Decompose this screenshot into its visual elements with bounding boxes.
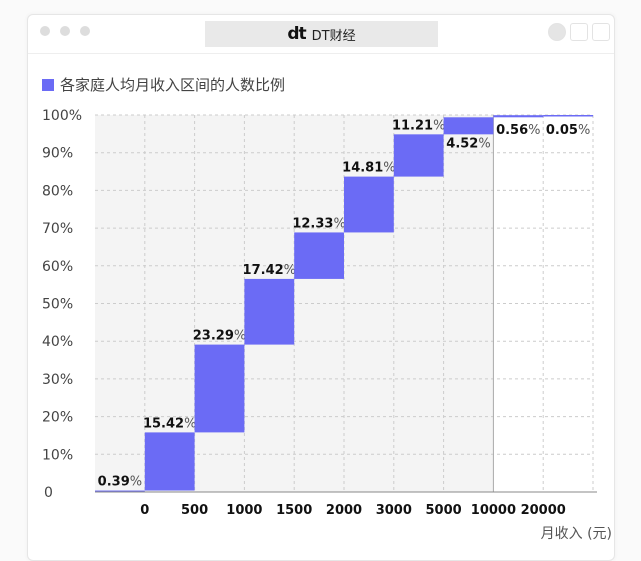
y-tick-label: 70% (42, 221, 73, 237)
bar (443, 117, 494, 135)
data-label: 14.81% (342, 161, 395, 176)
data-label-suffix: % (184, 416, 196, 431)
data-label-value: 17.42 (243, 263, 284, 278)
x-tick-label: 10000 (471, 503, 516, 518)
close-icon[interactable] (40, 26, 50, 36)
x-tick-label: 3000 (376, 503, 412, 518)
title-bar: dt DT财经 (28, 15, 614, 54)
menu-icon[interactable] (592, 23, 610, 41)
x-tick-label: 2000 (326, 503, 362, 518)
bar (194, 344, 245, 433)
window-title: DT财经 (311, 28, 356, 44)
data-label-suffix: % (528, 123, 540, 138)
bar (294, 232, 344, 279)
data-label: 23.29% (193, 329, 246, 344)
data-label: 11.21% (392, 118, 445, 133)
y-tick-label: 90% (42, 146, 73, 162)
bar (144, 432, 195, 491)
maximize-icon[interactable] (80, 26, 90, 36)
data-label: 0.39% (98, 475, 142, 490)
data-label-suffix: % (578, 123, 590, 138)
x-tick-label: 20000 (521, 503, 566, 518)
bar (393, 134, 444, 177)
data-label-suffix: % (284, 263, 296, 278)
x-axis-title: 月收入 (元) (541, 526, 612, 542)
data-label-value: 12.33 (292, 216, 333, 231)
data-label: 15.42% (143, 416, 196, 431)
bar (493, 115, 544, 118)
data-label-suffix: % (478, 136, 490, 151)
record-icon[interactable] (548, 23, 566, 41)
bar (95, 490, 145, 493)
y-tick-label: 20% (42, 410, 73, 426)
bar (244, 278, 295, 345)
legend-label: 各家庭人均月收入区间的人数比例 (60, 76, 286, 94)
data-label-value: 15.42 (143, 416, 184, 431)
window-tab[interactable]: dt DT财经 (205, 21, 438, 47)
y-tick-label: 40% (42, 334, 73, 350)
data-label: 0.05% (546, 123, 590, 138)
legend-swatch (42, 78, 54, 91)
data-label-value: 23.29 (193, 329, 234, 344)
x-tick-label: 1000 (226, 503, 262, 518)
y-tick-label: 0 (44, 485, 53, 501)
data-label: 17.42% (243, 263, 296, 278)
y-tick-label: 60% (42, 259, 73, 275)
data-label: 12.33% (292, 216, 345, 231)
y-tick-label: 30% (42, 372, 73, 388)
x-tick-label: 1500 (276, 503, 312, 518)
data-label-suffix: % (234, 329, 246, 344)
x-tick-label: 500 (181, 503, 208, 518)
bar (344, 176, 394, 233)
minimize-icon[interactable] (60, 26, 70, 36)
data-label-suffix: % (333, 216, 345, 231)
dt-logo: dt (287, 24, 306, 44)
data-label-value: 4.52 (446, 136, 478, 151)
y-tick-label: 50% (42, 297, 73, 313)
bar (543, 115, 593, 117)
x-tick-label: 5000 (426, 503, 462, 518)
y-tick-label: 100% (42, 108, 82, 124)
data-label: 4.52% (446, 136, 490, 151)
data-label-suffix: % (130, 475, 142, 490)
data-label-value: 14.81 (342, 161, 383, 176)
x-tick-label: 0 (140, 503, 149, 518)
data-label-value: 0.56 (496, 123, 528, 138)
data-label-suffix: % (383, 161, 395, 176)
legend: 各家庭人均月收入区间的人数比例 (42, 74, 285, 95)
data-label-value: 11.21 (392, 118, 433, 133)
y-tick-label: 80% (42, 183, 73, 199)
data-label-value: 0.05 (546, 123, 578, 138)
data-label-suffix: % (433, 118, 445, 133)
share-icon[interactable] (570, 23, 588, 41)
y-tick-label: 10% (42, 447, 73, 463)
data-label-value: 0.39 (98, 475, 130, 490)
data-label: 0.56% (496, 123, 540, 138)
